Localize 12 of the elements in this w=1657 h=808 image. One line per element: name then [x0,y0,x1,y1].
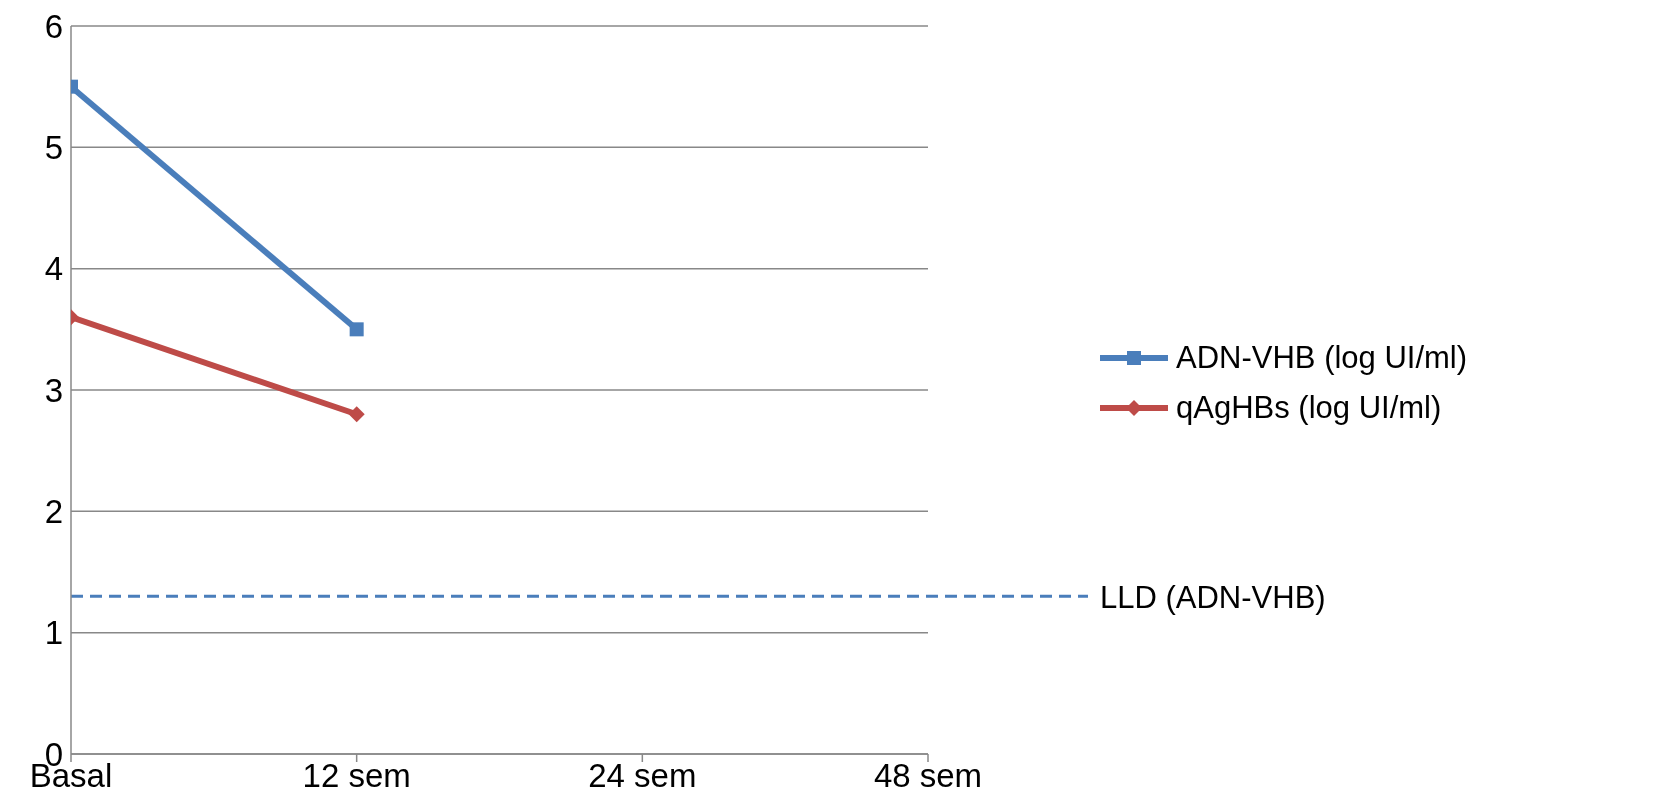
y-tick-label: 4 [44,250,63,288]
x-tick-label: 12 sem [302,757,411,795]
y-tick-label: 5 [44,129,63,167]
legend-label: ADN-VHB (log UI/ml) [1176,340,1468,376]
y-tick-label: 6 [44,7,63,45]
x-tick-label: 24 sem [588,757,697,795]
x-tick-label: 48 sem [873,757,983,795]
y-tick-label: 2 [44,493,63,531]
y-tick-label: 3 [44,371,63,409]
y-tick-label: 1 [44,614,63,652]
ref-line-label: LLD (ADN-VHB) [1100,580,1326,616]
legend-label: qAgHBs (log UI/ml) [1176,390,1442,426]
